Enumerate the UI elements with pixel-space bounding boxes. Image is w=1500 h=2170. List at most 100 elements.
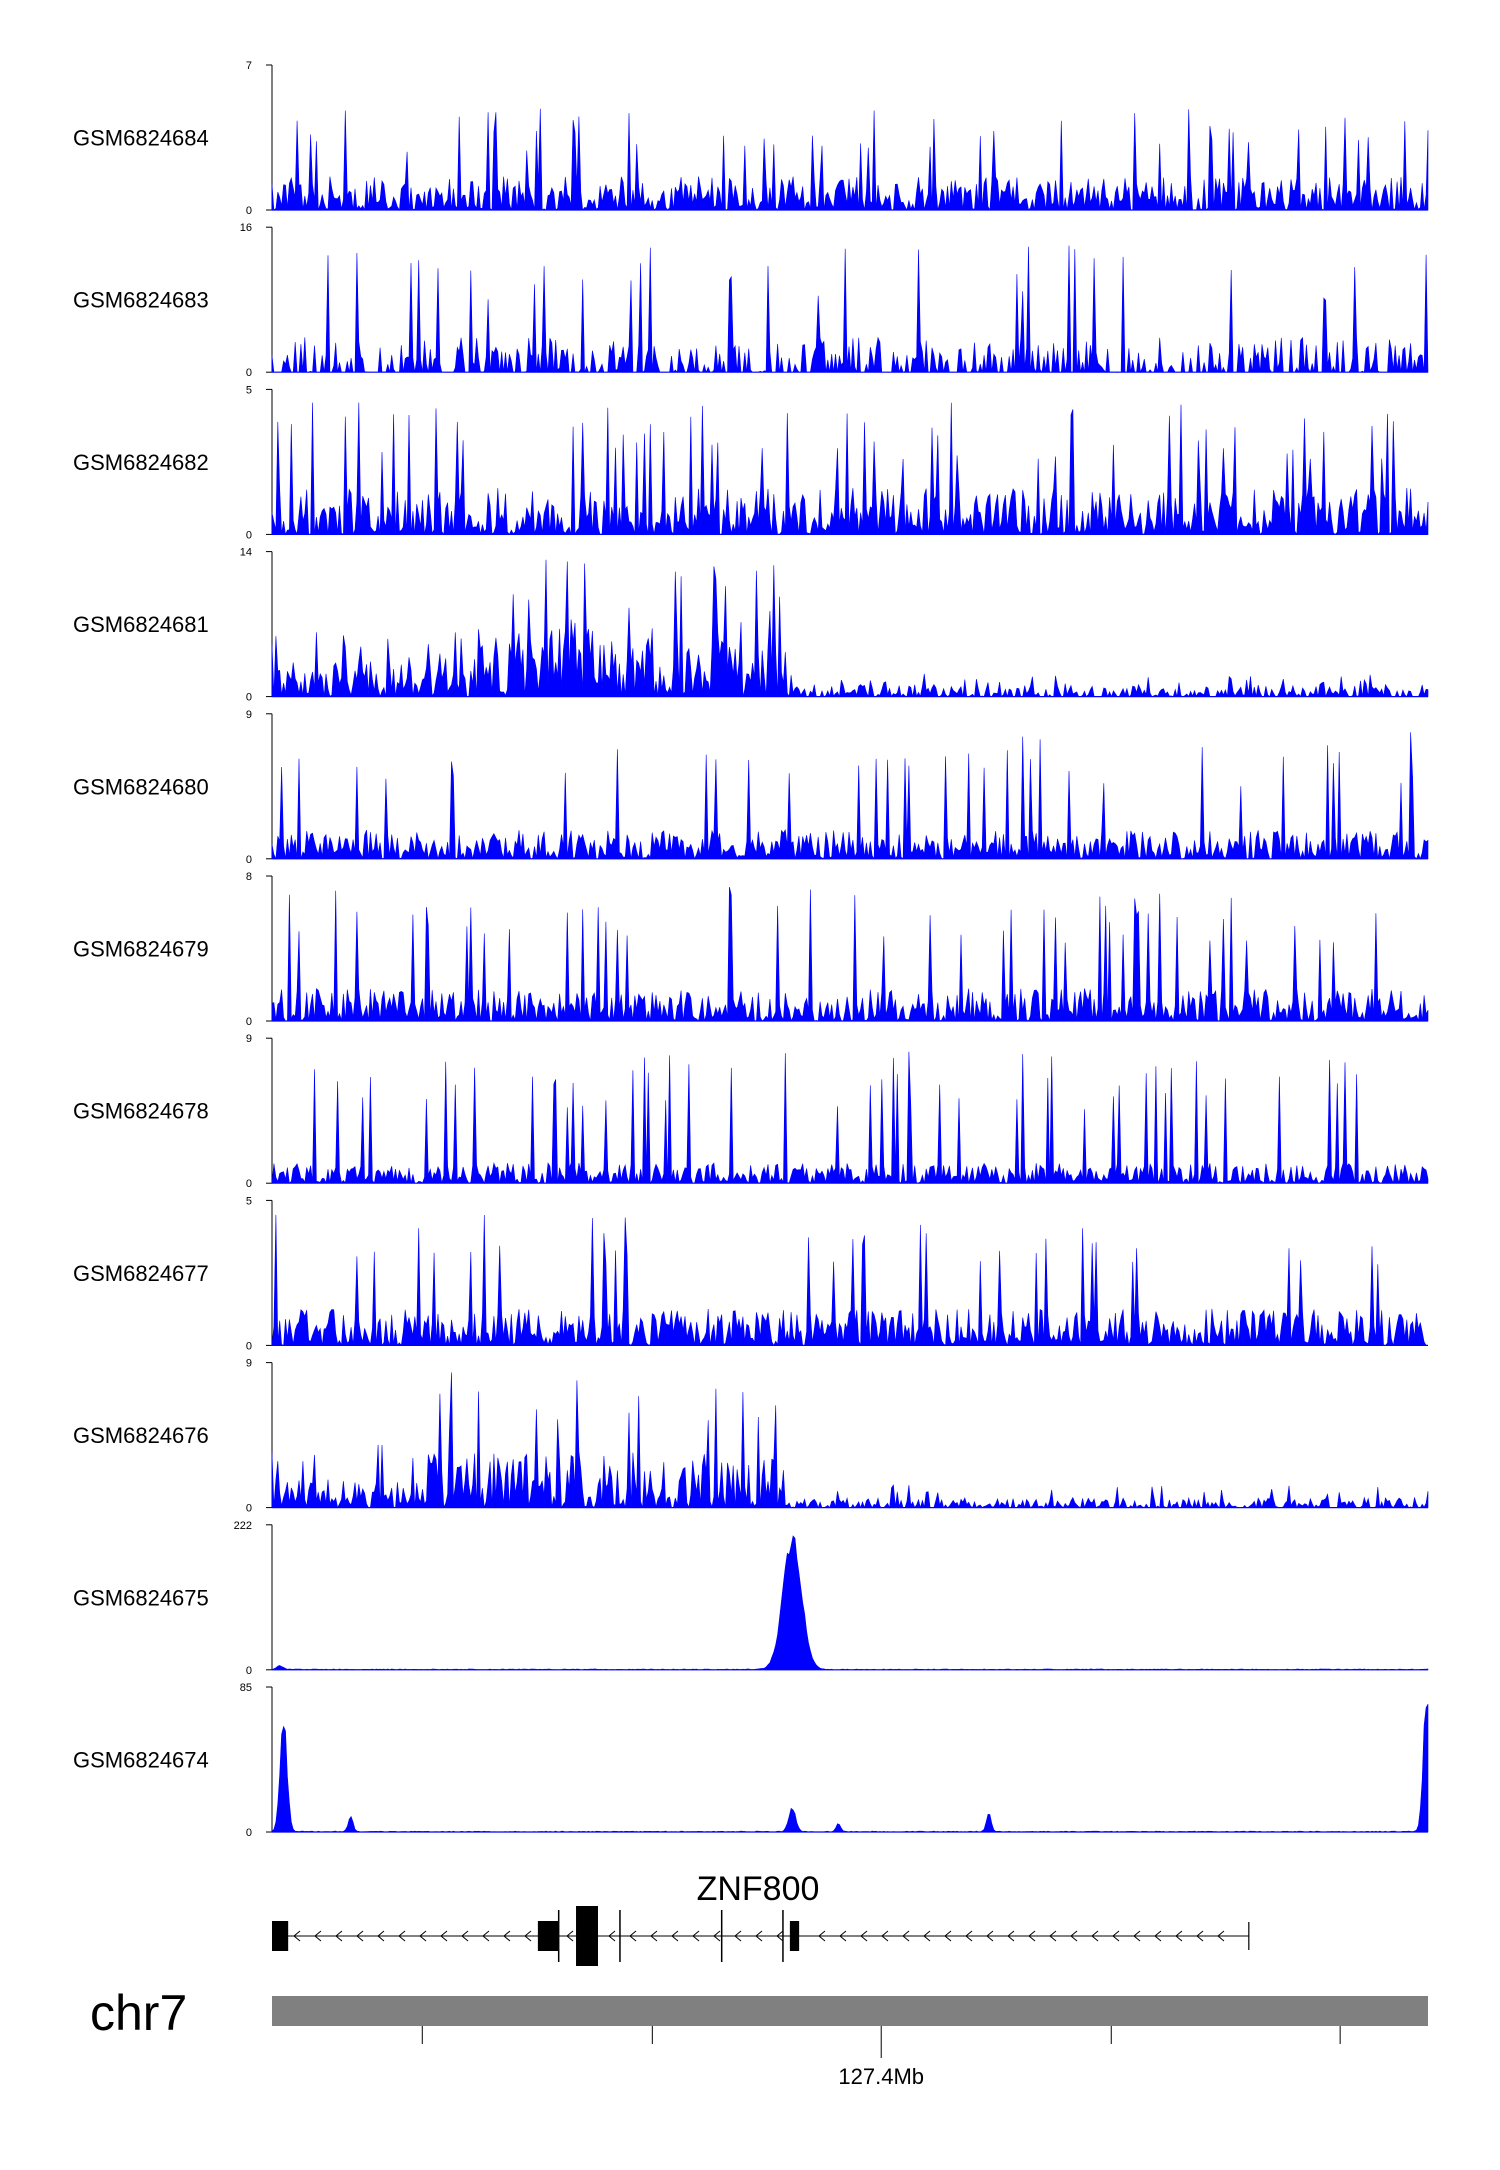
y-max-tick-label: 85 (240, 1682, 252, 1694)
track-gsm6824677: GSM6824677 5 0 (73, 1195, 1428, 1352)
strand-arrow (335, 1930, 343, 1942)
strand-arrow (503, 1930, 511, 1942)
track-label: GSM6824683 (73, 288, 209, 313)
signal-area (271, 559, 1429, 698)
track-gsm6824675: GSM6824675 222 0 (73, 1520, 1429, 1677)
track-label: GSM6824674 (73, 1748, 209, 1773)
exon-block (272, 1921, 289, 1951)
exon-block (576, 1906, 598, 1966)
strand-arrow (776, 1930, 784, 1942)
track-label: GSM6824679 (73, 937, 209, 962)
strand-arrow (1154, 1930, 1162, 1942)
track-label: GSM6824677 (73, 1261, 209, 1286)
chromosome-bar (272, 1996, 1428, 2026)
signal-area (271, 1535, 1429, 1671)
y-min-tick-label: 0 (246, 1178, 252, 1190)
signal-area (271, 1051, 1429, 1185)
y-max-tick-label: 16 (240, 222, 252, 234)
strand-arrow (524, 1930, 532, 1942)
strand-arrow (1070, 1930, 1078, 1942)
y-min-tick-label: 0 (246, 692, 252, 704)
y-max-tick-label: 14 (240, 547, 252, 559)
y-axis (266, 1037, 273, 1184)
y-axis (266, 1199, 273, 1346)
track-gsm6824684: GSM6824684 7 0 (73, 60, 1429, 217)
strand-arrow (314, 1930, 322, 1942)
y-min-tick-label: 0 (246, 1016, 252, 1028)
y-axis (266, 875, 273, 1022)
y-axis (266, 64, 273, 211)
y-min-tick-label: 0 (246, 1340, 252, 1352)
track-gsm6824679: GSM6824679 8 0 (73, 871, 1429, 1028)
y-min-tick-label: 0 (246, 1503, 252, 1515)
y-axis (266, 1362, 273, 1509)
y-min-tick-label: 0 (246, 367, 252, 379)
y-axis (266, 713, 273, 860)
strand-arrow (377, 1930, 385, 1942)
y-min-tick-label: 0 (246, 205, 252, 217)
strand-arrow (356, 1930, 364, 1942)
strand-arrow (398, 1930, 406, 1942)
y-max-tick-label: 5 (246, 1195, 252, 1207)
strand-arrow (671, 1930, 679, 1942)
y-axis (266, 388, 273, 535)
signal-area (271, 1214, 1428, 1347)
strand-arrow (440, 1930, 448, 1942)
strand-arrow (986, 1930, 994, 1942)
strand-arrow (419, 1930, 427, 1942)
strand-arrow (629, 1930, 637, 1942)
strand-arrow (965, 1930, 973, 1942)
exon-block (537, 1921, 559, 1951)
signal-area (271, 402, 1429, 536)
signal-tracks: GSM682468470GSM6824683160GSM682468250GSM… (73, 60, 1429, 1839)
y-axis (266, 1686, 273, 1833)
strand-arrow (1112, 1930, 1120, 1942)
track-gsm6824683: GSM6824683 16 0 (73, 222, 1429, 379)
strand-arrow (1196, 1930, 1204, 1942)
y-max-tick-label: 5 (246, 384, 252, 396)
y-max-tick-label: 9 (246, 709, 252, 721)
signal-area (271, 886, 1429, 1023)
strand-arrow (944, 1930, 952, 1942)
track-label: GSM6824680 (73, 774, 209, 799)
y-max-tick-label: 8 (246, 871, 252, 883)
y-max-tick-label: 9 (246, 1358, 252, 1370)
strand-arrow (1133, 1930, 1141, 1942)
signal-area (271, 108, 1429, 211)
strand-arrow (461, 1930, 469, 1942)
track-gsm6824678: GSM6824678 9 0 (73, 1033, 1429, 1190)
strand-arrow (923, 1930, 931, 1942)
y-axis (266, 1524, 273, 1671)
track-label: GSM6824684 (73, 126, 209, 151)
signal-area (271, 245, 1429, 374)
strand-arrow (1007, 1930, 1015, 1942)
track-label: GSM6824675 (73, 1585, 209, 1610)
strand-arrow (1217, 1930, 1225, 1942)
strand-arrow (650, 1930, 658, 1942)
strand-arrow (1028, 1930, 1036, 1942)
track-gsm6824676: GSM6824676 9 0 (73, 1358, 1429, 1515)
track-gsm6824681: GSM6824681 14 0 (73, 547, 1429, 704)
strand-arrow (839, 1930, 847, 1942)
track-gsm6824674: GSM6824674 85 0 (73, 1682, 1429, 1839)
track-gsm6824680: GSM6824680 9 0 (73, 709, 1429, 866)
gene-name-label: ZNF800 (697, 1870, 820, 1908)
track-label: GSM6824681 (73, 612, 209, 637)
y-max-tick-label: 222 (234, 1520, 252, 1532)
signal-area (271, 1372, 1429, 1509)
track-gsm6824682: GSM6824682 5 0 (73, 384, 1429, 541)
gene-model-znf800: ZNF800 (272, 1870, 1250, 1966)
y-min-tick-label: 0 (246, 1665, 252, 1677)
signal-area (271, 732, 1429, 860)
strand-arrow (608, 1930, 616, 1942)
strand-arrow (860, 1930, 868, 1942)
track-label: GSM6824682 (73, 450, 209, 475)
chromosome-label: chr7 (90, 1985, 187, 2041)
strand-arrow (818, 1930, 826, 1942)
y-min-tick-label: 0 (246, 854, 252, 866)
strand-arrow (566, 1930, 574, 1942)
track-label: GSM6824678 (73, 1099, 209, 1124)
strand-arrow (692, 1930, 700, 1942)
strand-arrow (902, 1930, 910, 1942)
chromosome-ideogram: chr7 127.4Mb (90, 1985, 1428, 2089)
